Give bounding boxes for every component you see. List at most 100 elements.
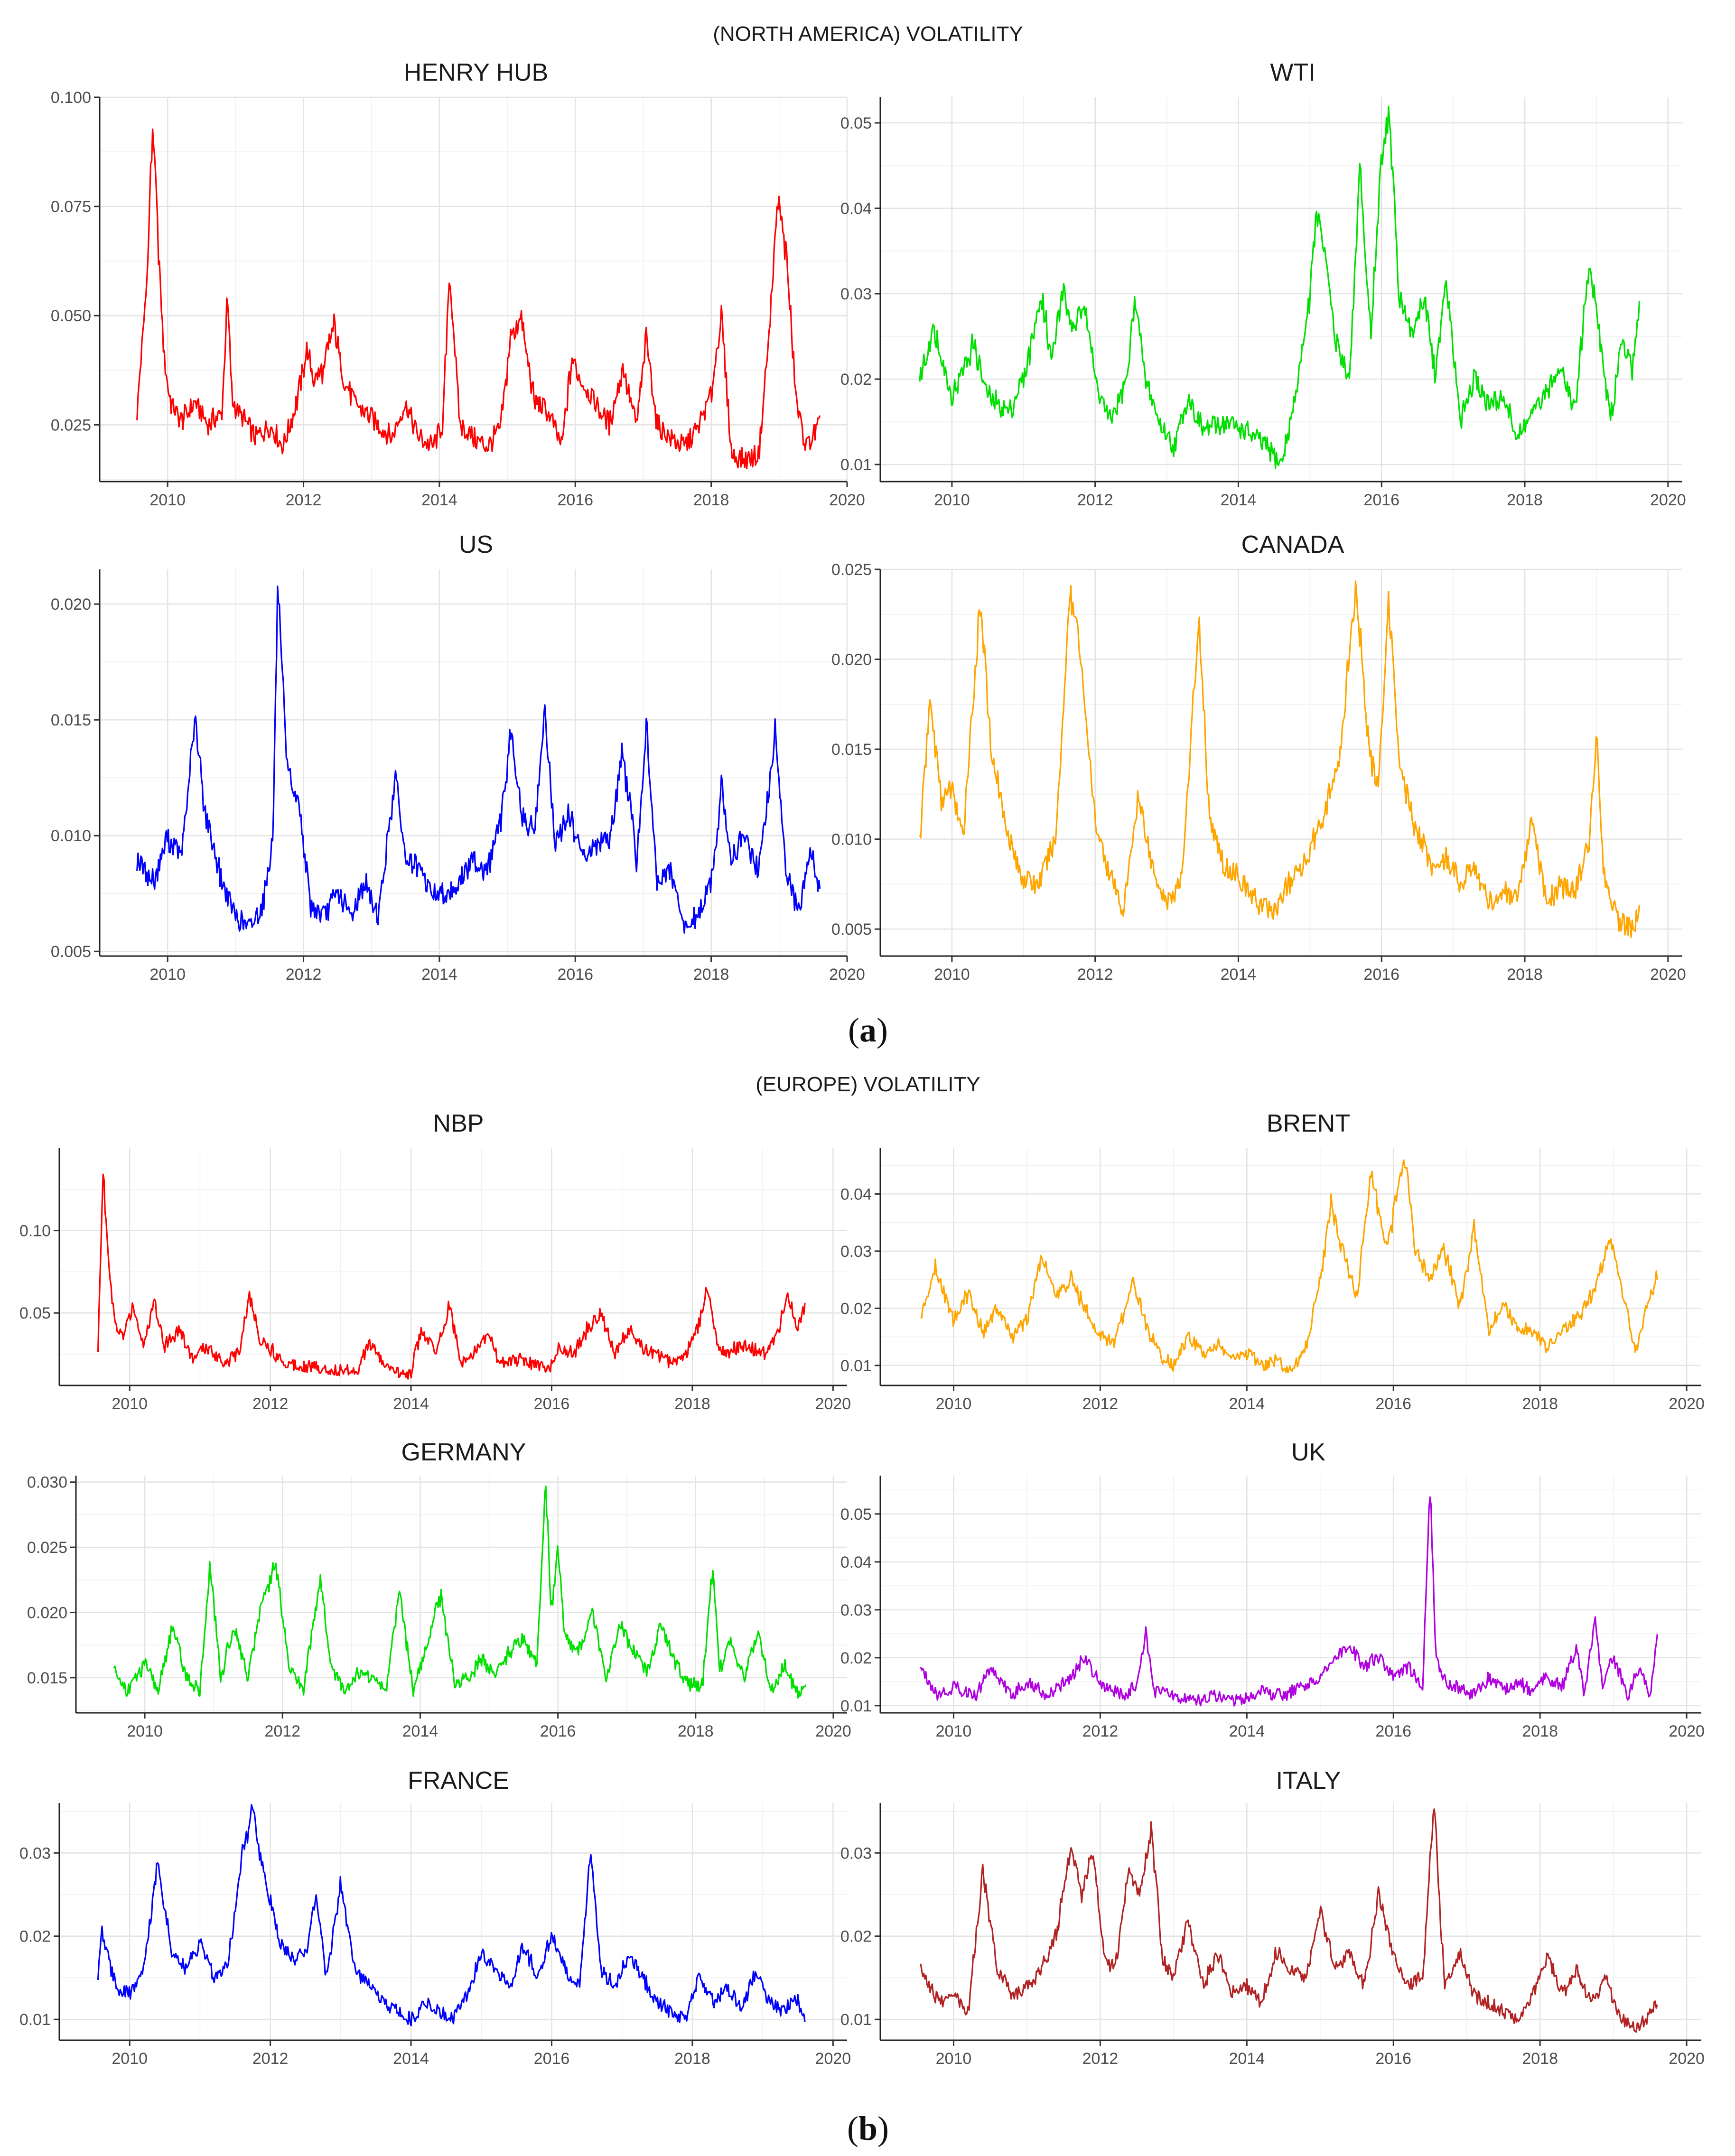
x-tick-label: 2012 [252,1395,289,1413]
y-tick-label: 0.025 [51,416,91,434]
section-a-title: (NORTH AMERICA) VOLATILITY [713,22,1023,46]
x-tick-label: 2010 [936,1722,972,1740]
x-tick-label: 2018 [1522,2050,1558,2068]
y-tick-label: 0.03 [840,1243,872,1261]
x-tick-label: 2012 [1077,966,1113,984]
y-tick-label: 0.025 [831,561,872,579]
y-tick-label: 0.02 [840,371,872,389]
x-tick-label: 2010 [936,2050,972,2068]
chart-france: FRANCE 2010 2012 2014 2016 2018 2020 0.01 0.02 0.… [19,1767,851,2068]
x-tick-label: 2010 [934,966,970,984]
x-tick-label: 2016 [557,491,593,509]
y-tick-label: 0.04 [840,1185,872,1203]
y-tick-label: 0.01 [840,456,872,474]
x-tick-label: 2012 [1082,1722,1119,1740]
x-tick-label: 2018 [1507,491,1543,509]
y-tick-label: 0.05 [840,1505,872,1524]
y-tick-label: 0.02 [840,1300,872,1318]
x-tick-label: 2018 [1522,1722,1558,1740]
chart-title: HENRY HUB [404,59,548,86]
x-tick-label: 2020 [1669,2050,1705,2068]
chart-title: WTI [1270,59,1315,86]
series-line [97,1804,806,2026]
x-tick-label: 2014 [1221,491,1257,509]
x-tick-label: 2012 [1077,491,1113,509]
chart-title: US [459,531,493,558]
series-line [920,1808,1658,2033]
series-line [97,1173,806,1380]
x-tick-label: 2020 [829,966,865,984]
x-tick-label: 2014 [402,1722,438,1740]
x-tick-label: 2016 [1375,1722,1411,1740]
chart-germany: GERMANY 2010 2012 2014 2016 2018 2020 0.015 0.02… [27,1439,851,1740]
x-tick-label: 2018 [1522,1395,1558,1413]
y-tick-label: 0.05 [840,114,872,132]
y-tick-label: 0.03 [840,1601,872,1619]
caption-a: (a) [848,1011,888,1049]
y-tick-label: 0.05 [19,1304,51,1322]
chart-title: CANADA [1241,531,1344,558]
x-tick-label: 2012 [252,2050,289,2068]
series-line [113,1485,807,1699]
x-tick-label: 2014 [421,966,457,984]
chart-nbp: NBP 2010 2012 2014 2016 2018 2020 0.05 0.10 [19,1110,851,1413]
y-tick-label: 0.025 [27,1539,67,1557]
y-tick-label: 0.010 [51,827,91,845]
chart-uk: UK 2010 2012 2014 2016 2018 2020 0.01 0.02 0.03 0.… [840,1439,1705,1740]
x-tick-label: 2014 [1229,1722,1265,1740]
series-line [136,585,821,934]
series-line [919,105,1641,469]
caption-b: (b) [847,2110,889,2147]
chart-italy: ITALY 2010 2012 2014 2016 2018 2020 0.01 0.02 0.0… [840,1767,1705,2068]
chart-us: US 2010 2012 2014 2016 2018 2020 0.005 0.010 0.01… [51,531,865,984]
x-tick-label: 2014 [421,491,457,509]
chart-title: GERMANY [401,1439,526,1466]
y-tick-label: 0.050 [51,307,91,325]
x-tick-label: 2020 [815,1395,851,1413]
y-tick-label: 0.020 [27,1604,67,1622]
series-line [919,580,1641,939]
x-tick-label: 2016 [1363,491,1399,509]
y-tick-label: 0.015 [51,711,91,729]
y-tick-label: 0.015 [27,1669,67,1687]
x-tick-label: 2014 [1229,2050,1265,2068]
chart-title: FRANCE [408,1767,509,1794]
x-tick-label: 2020 [815,1722,851,1740]
y-tick-label: 0.02 [840,1928,872,1946]
y-tick-label: 0.02 [840,1649,872,1667]
y-tick-label: 0.010 [831,831,872,849]
x-tick-label: 2020 [1650,491,1686,509]
x-tick-label: 2014 [393,1395,429,1413]
x-tick-label: 2020 [1669,1722,1705,1740]
x-tick-label: 2020 [829,491,865,509]
y-tick-label: 0.100 [51,89,91,107]
x-tick-label: 2010 [936,1395,972,1413]
y-tick-label: 0.01 [19,2011,51,2029]
x-tick-label: 2010 [934,491,970,509]
x-tick-label: 2020 [1650,966,1686,984]
x-tick-label: 2010 [127,1722,163,1740]
y-tick-label: 0.01 [840,2011,872,2029]
x-tick-label: 2018 [693,491,729,509]
x-tick-label: 2020 [1669,1395,1705,1413]
x-tick-label: 2016 [1375,2050,1411,2068]
series-line [136,128,821,469]
x-tick-label: 2010 [112,2050,148,2068]
x-tick-label: 2018 [674,2050,710,2068]
x-tick-label: 2018 [693,966,729,984]
chart-brent: BRENT 2010 2012 2014 2016 2018 2020 0.01 0.02 0.0… [840,1110,1705,1413]
y-tick-label: 0.01 [840,1357,872,1375]
x-tick-label: 2018 [678,1722,714,1740]
y-tick-label: 0.03 [840,285,872,303]
y-tick-label: 0.10 [19,1222,51,1240]
x-tick-label: 2014 [393,2050,429,2068]
y-tick-label: 0.04 [840,1553,872,1571]
chart-henry-hub: HENRY HUB 2010 2012 2014 2016 2018 2020 0.025 0.… [51,59,865,509]
chart-wti: WTI 2010 2012 2014 2016 2018 2020 0.01 0.02 0.03 0… [840,59,1686,509]
series-line [920,1496,1658,1707]
x-tick-label: 2016 [557,966,593,984]
x-tick-label: 2010 [149,491,186,509]
y-tick-label: 0.02 [19,1928,51,1946]
y-tick-label: 0.030 [27,1474,67,1492]
y-tick-label: 0.020 [51,595,91,613]
